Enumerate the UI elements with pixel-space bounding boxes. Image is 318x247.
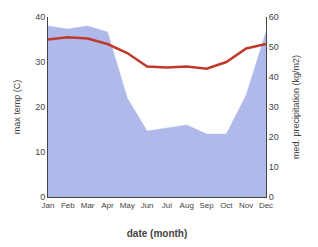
svg-text:50: 50 xyxy=(269,42,279,52)
svg-text:10: 10 xyxy=(35,147,45,157)
svg-text:30: 30 xyxy=(269,102,279,112)
svg-text:max temp (C): max temp (C) xyxy=(12,80,22,135)
svg-text:Apr: Apr xyxy=(101,201,114,210)
svg-text:med. precipitation (kg/m2): med. precipitation (kg/m2) xyxy=(291,55,301,159)
svg-text:date (month): date (month) xyxy=(127,228,188,239)
svg-text:Feb: Feb xyxy=(61,201,75,210)
svg-text:Jun: Jun xyxy=(141,201,154,210)
svg-text:10: 10 xyxy=(269,162,279,172)
svg-text:Sep: Sep xyxy=(199,201,214,210)
svg-text:0: 0 xyxy=(40,192,45,202)
svg-text:40: 40 xyxy=(269,72,279,82)
svg-text:Jul: Jul xyxy=(162,201,172,210)
svg-text:40: 40 xyxy=(35,12,45,22)
svg-text:30: 30 xyxy=(35,57,45,67)
svg-text:60: 60 xyxy=(269,12,279,22)
svg-text:Aug: Aug xyxy=(180,201,194,210)
svg-text:20: 20 xyxy=(35,102,45,112)
svg-text:0: 0 xyxy=(269,192,274,202)
svg-text:Dec: Dec xyxy=(259,201,273,210)
svg-text:Oct: Oct xyxy=(220,201,233,210)
svg-text:Nov: Nov xyxy=(239,201,253,210)
svg-text:May: May xyxy=(120,201,135,210)
svg-text:Mar: Mar xyxy=(81,201,95,210)
svg-text:20: 20 xyxy=(269,132,279,142)
svg-text:Jan: Jan xyxy=(42,201,55,210)
